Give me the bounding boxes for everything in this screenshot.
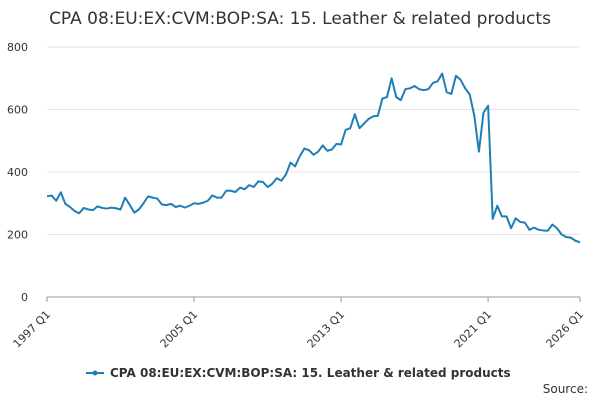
line-series (46, 72, 581, 244)
x-tick-label: 1997 Q1 (11, 308, 54, 351)
source: Source: (543, 382, 588, 396)
legend-marker (92, 370, 98, 376)
y-tick-label: 400 (7, 166, 28, 179)
x-tick-label: 2005 Q1 (158, 308, 201, 351)
x-tick-label: 2021 Q1 (452, 308, 495, 351)
legend-label: CPA 08:EU:EX:CVM:BOP:SA: 15. Leather & r… (110, 366, 511, 380)
chart-title: CPA 08:EU:EX:CVM:BOP:SA: 15. Leather & r… (49, 9, 551, 29)
x-tick-label: 2026 Q1 (544, 308, 587, 351)
y-tick-label: 200 (7, 229, 28, 242)
x-tick-label: 2013 Q1 (305, 308, 348, 351)
y-tick-label: 800 (7, 41, 28, 54)
y-tick-label: 600 (7, 104, 28, 117)
y-tick-label: 0 (21, 291, 28, 304)
